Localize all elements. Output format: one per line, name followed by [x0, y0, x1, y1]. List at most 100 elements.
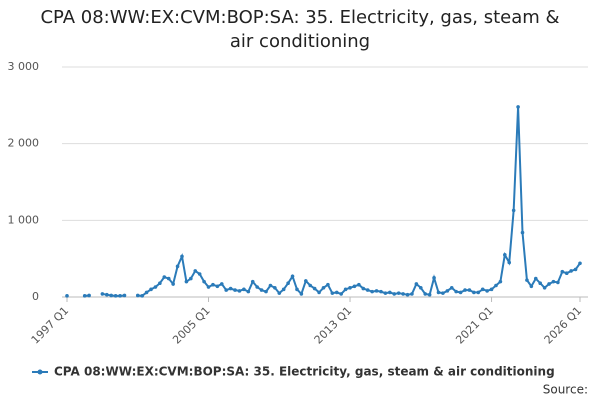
point: [396, 291, 401, 295]
point: [215, 284, 220, 289]
point: [533, 276, 538, 281]
point: [250, 279, 255, 284]
point: [330, 291, 335, 295]
point: [312, 286, 317, 291]
point: [206, 285, 211, 289]
point: [476, 290, 481, 295]
point: [556, 280, 560, 285]
point: [290, 274, 295, 279]
point: [149, 287, 153, 292]
point: [153, 285, 158, 289]
point: [299, 292, 304, 296]
x-tick-label: 2013 Q1: [312, 304, 355, 347]
point: [489, 287, 494, 292]
point: [184, 279, 189, 284]
chart-title: CPA 08:WW:EX:CVM:BOP:SA: 35. Electricity…: [40, 7, 560, 52]
point: [392, 292, 397, 296]
point: [334, 290, 339, 295]
point: [401, 292, 405, 296]
point: [180, 254, 184, 259]
point: [259, 288, 264, 292]
point: [529, 284, 534, 289]
x-tick-label: 1997 Q1: [29, 304, 72, 347]
point: [100, 292, 105, 296]
point: [357, 282, 361, 287]
point: [542, 286, 547, 290]
x-tick-label: 2021 Q1: [453, 304, 496, 347]
point: [418, 286, 423, 290]
point: [193, 269, 198, 273]
y-tick-label: 3 000: [8, 60, 40, 73]
point: [427, 292, 432, 297]
point: [281, 287, 286, 292]
point: [144, 290, 149, 295]
x-tick-label: 2005 Q1: [170, 304, 213, 347]
point: [445, 289, 450, 293]
point: [432, 276, 436, 280]
point: [175, 264, 180, 269]
point: [277, 291, 282, 295]
point: [551, 279, 556, 284]
point: [405, 292, 410, 297]
point: [525, 278, 529, 282]
point: [224, 288, 229, 292]
point: [467, 288, 472, 292]
point: [423, 292, 428, 296]
point: [65, 294, 69, 298]
point: [87, 293, 91, 298]
point: [326, 282, 330, 287]
point: [458, 290, 463, 295]
point: [564, 271, 569, 276]
point: [503, 253, 507, 257]
point: [569, 269, 573, 273]
point: [352, 284, 357, 289]
point: [211, 282, 215, 287]
point: [140, 294, 144, 298]
point: [82, 294, 87, 298]
point: [511, 208, 516, 213]
point: [233, 288, 237, 292]
point: [560, 269, 565, 274]
y-tick-label: 0: [32, 290, 39, 303]
point: [410, 292, 414, 296]
point: [122, 293, 127, 298]
point: [118, 294, 122, 298]
point: [374, 289, 379, 293]
x-tick-label: 2026 Q1: [542, 304, 585, 347]
point: [286, 281, 290, 286]
point: [480, 287, 485, 292]
point: [264, 289, 268, 294]
point: [494, 283, 498, 288]
point: [304, 279, 308, 283]
point: [472, 290, 476, 295]
point: [321, 286, 326, 290]
point: [246, 289, 251, 294]
point: [361, 286, 366, 291]
point: [255, 285, 259, 289]
point: [308, 283, 313, 288]
point: [547, 282, 551, 286]
point: [454, 289, 458, 294]
point: [388, 290, 392, 295]
point: [573, 267, 578, 272]
point: [295, 287, 299, 292]
point: [237, 289, 242, 293]
legend-marker: [37, 369, 43, 375]
point: [365, 288, 370, 292]
point: [162, 275, 167, 279]
point: [317, 290, 321, 295]
point: [228, 286, 233, 291]
point: [383, 291, 388, 295]
point: [370, 289, 374, 294]
point: [219, 282, 224, 286]
point: [507, 260, 512, 265]
point: [485, 289, 489, 293]
point: [441, 291, 445, 295]
point: [109, 293, 114, 298]
point: [463, 288, 467, 292]
point: [202, 279, 206, 284]
point: [189, 276, 193, 281]
point: [520, 230, 525, 235]
